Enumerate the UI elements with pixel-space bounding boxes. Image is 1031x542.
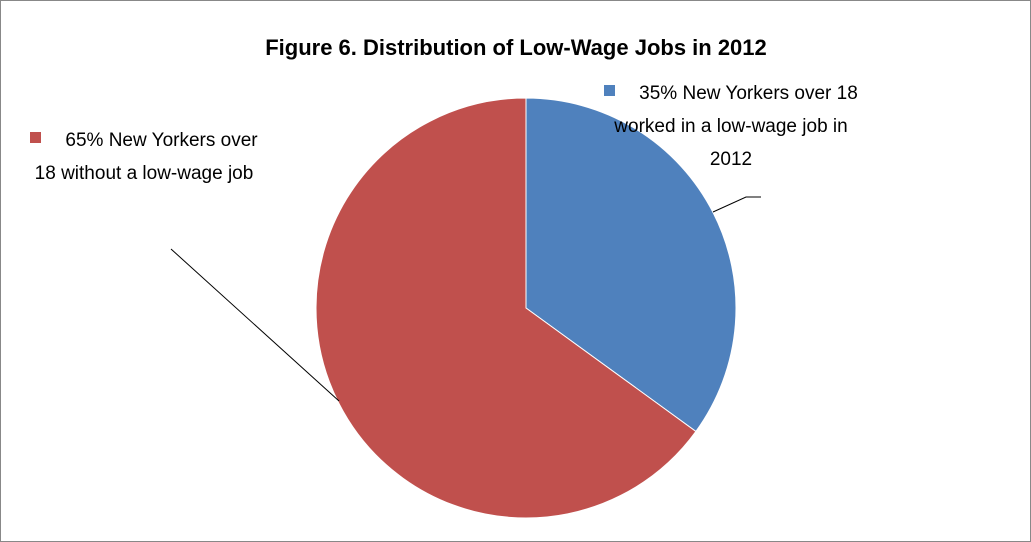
value-label: 65% [65, 130, 104, 151]
pie-slice [315, 97, 697, 519]
legend-marker [30, 132, 42, 143]
category-label: New Yorkers over 18 without a low-wage j… [34, 130, 258, 184]
slices [315, 97, 737, 519]
value-label: 35% [639, 83, 678, 104]
data-label: 65% New Yorkers over 18 without a low-wa… [19, 124, 269, 190]
legend-marker [604, 85, 616, 96]
leader-line [170, 248, 340, 402]
data-label: 35% New Yorkers over 18 worked in a low-… [601, 77, 861, 176]
leader-line [712, 196, 761, 213]
chart-title: Figure 6. Distribution of Low-Wage Jobs … [265, 35, 767, 60]
category-label: New Yorkers over 18 worked in a low-wage… [614, 83, 858, 170]
pie-slice [525, 97, 737, 433]
